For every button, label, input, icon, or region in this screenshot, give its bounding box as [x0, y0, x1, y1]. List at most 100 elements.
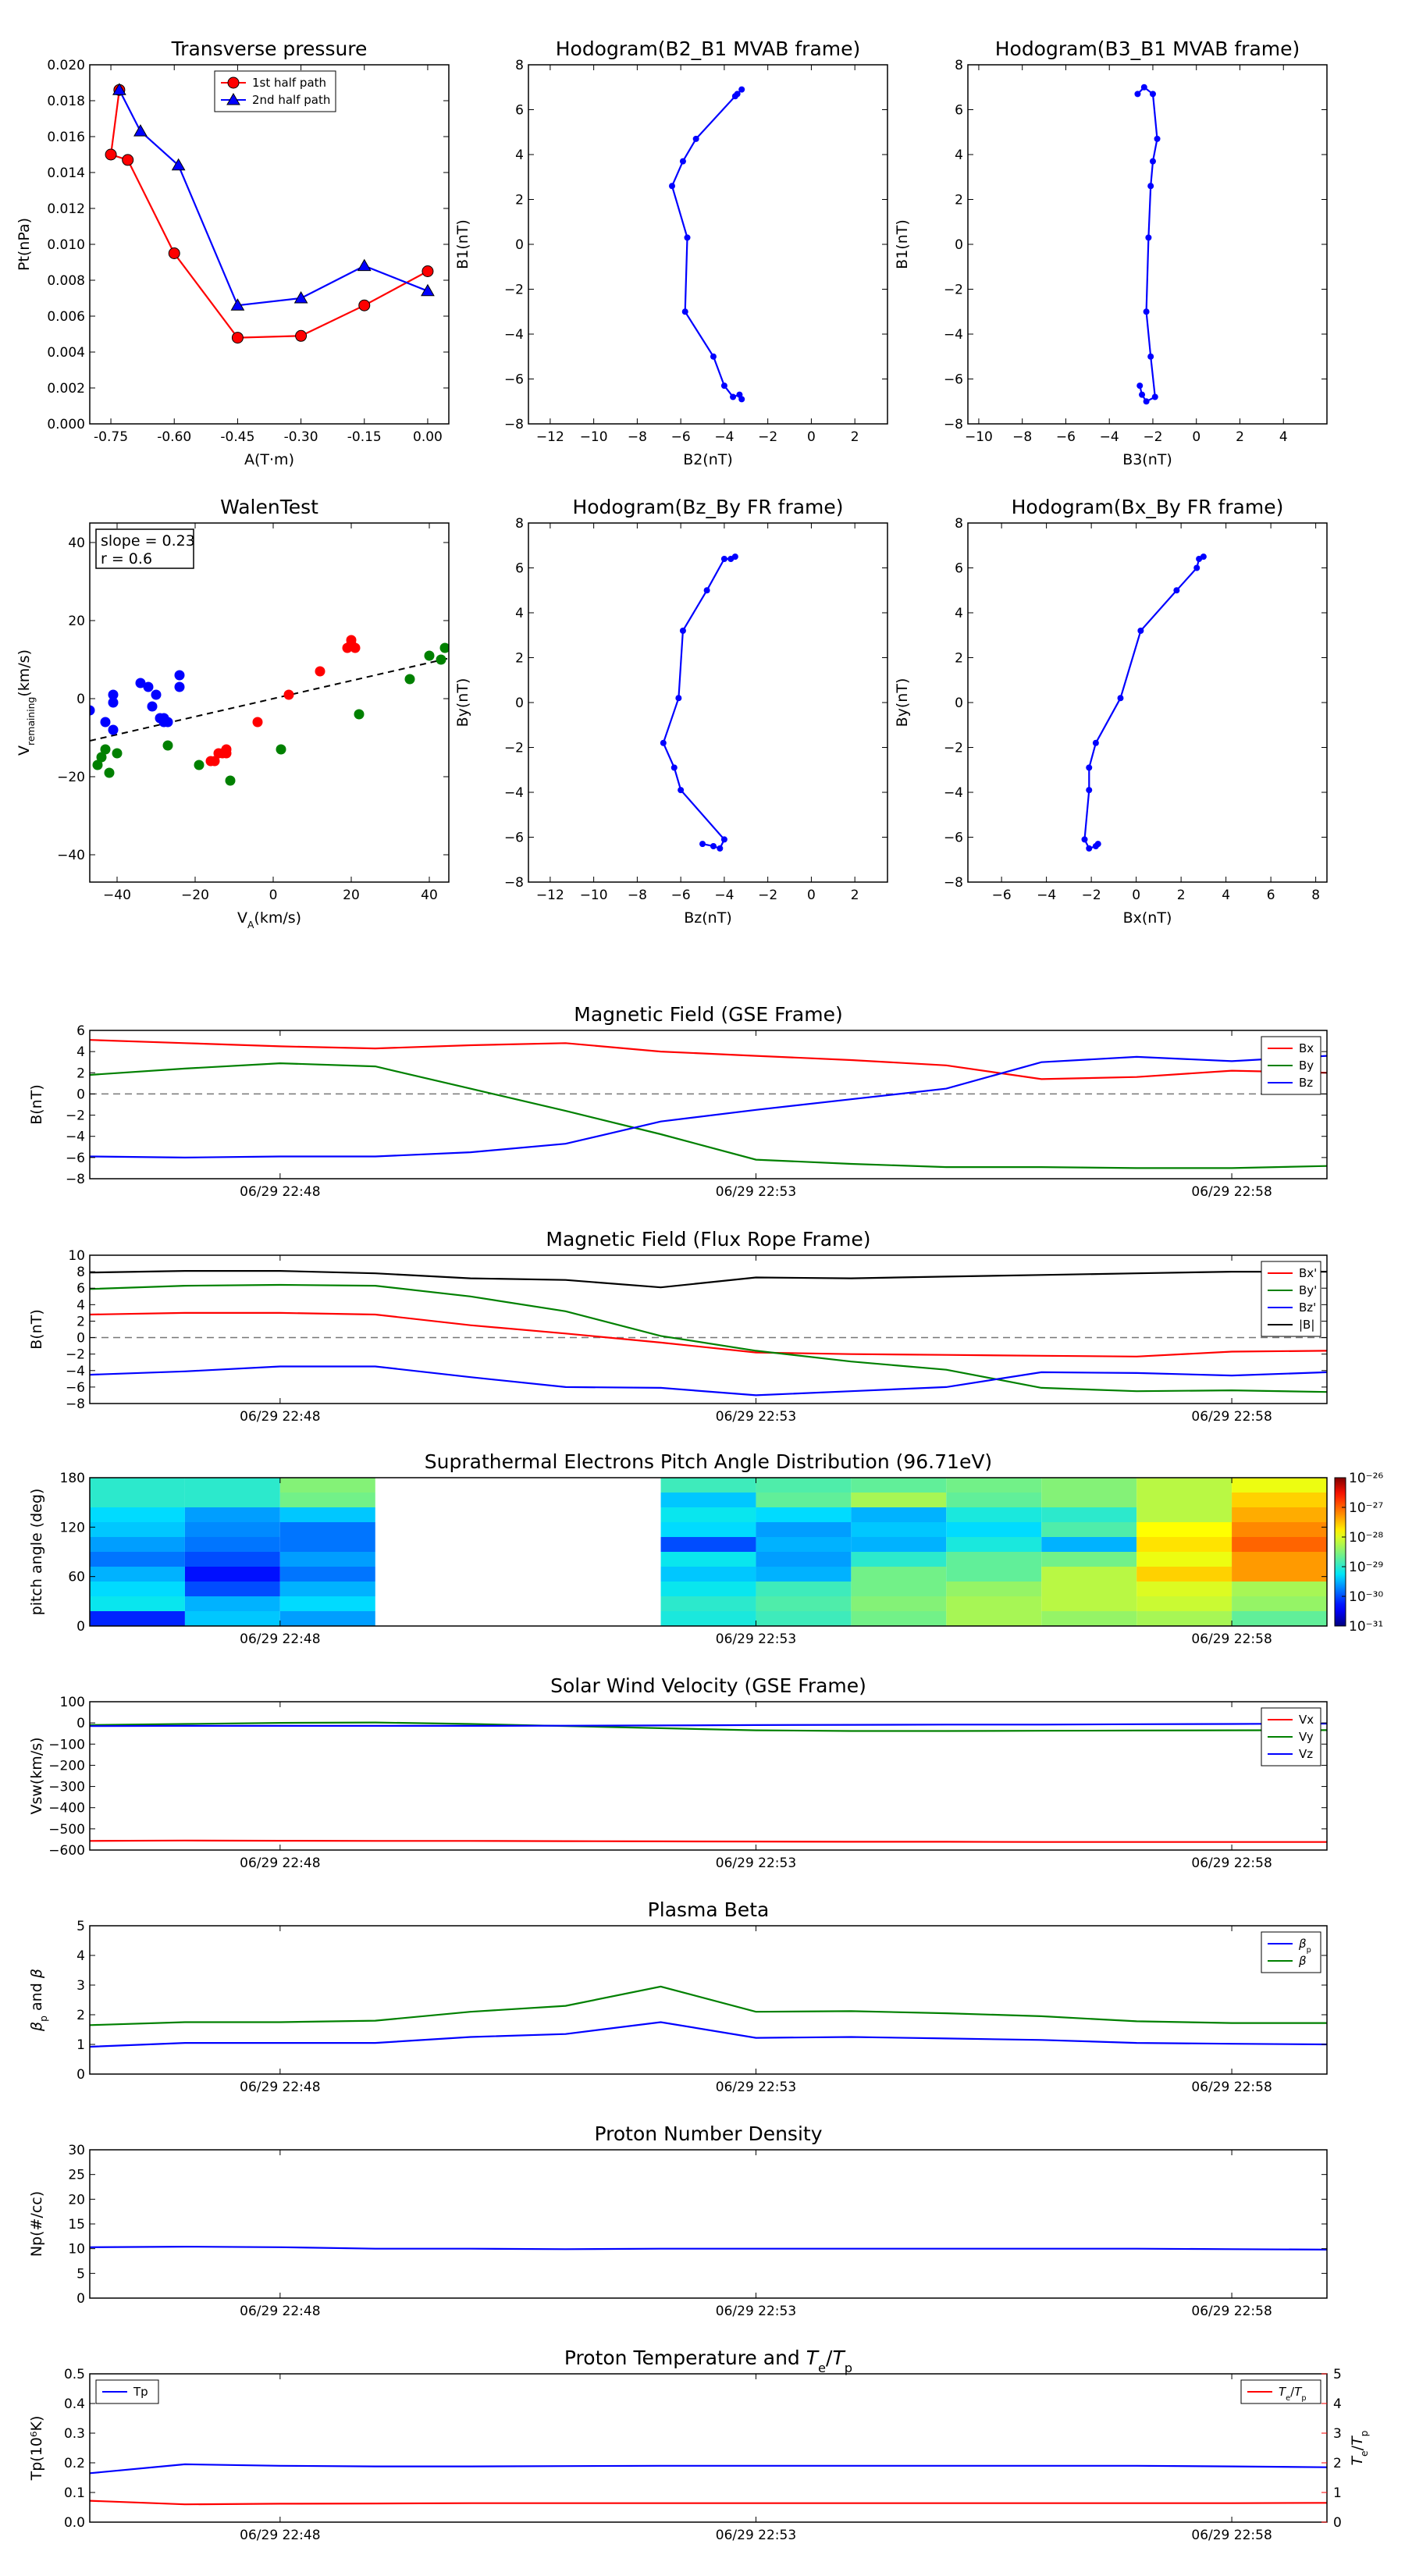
x-axis-label: B3(nT) — [1122, 451, 1172, 468]
y-tick-label: 2 — [515, 193, 524, 208]
y-tick-label: −2 — [944, 741, 963, 756]
heatmap-cell — [279, 1611, 375, 1626]
heatmap-cell — [946, 1537, 1042, 1552]
y-tick-label: −8 — [944, 875, 963, 891]
series-marker-Bx_By — [1081, 836, 1088, 843]
plot-area — [90, 2246, 1327, 2250]
legend-label-1: By — [1299, 1059, 1314, 1073]
heatmap-cell — [279, 1493, 375, 1507]
scatter-point-red — [209, 756, 220, 767]
series-line-Vz — [90, 1722, 1327, 1727]
x-tick-label: 06/29 22:58 — [1191, 1409, 1272, 1425]
x-tick-label: 6 — [1267, 888, 1275, 903]
y-axis-label: βp and β — [28, 1969, 49, 2032]
heatmap-cell — [1041, 1611, 1137, 1626]
heatmap-cell — [946, 1478, 1042, 1493]
chart-title: Hodogram(Bz_By FR frame) — [572, 496, 843, 518]
y-tick-label: 0 — [76, 1087, 85, 1102]
heatmap-cell — [90, 1537, 185, 1552]
heatmap-cell — [1136, 1507, 1232, 1522]
series-marker-Bz_By — [678, 787, 685, 794]
chart-title: Magnetic Field (Flux Rope Frame) — [546, 1228, 870, 1251]
plot-area — [90, 1985, 1327, 2048]
x-tick-label: 06/29 22:48 — [240, 2528, 320, 2543]
x-tick-label: −8 — [628, 429, 647, 445]
series-marker-Bx_By — [1193, 564, 1200, 571]
scatter-point-blue — [135, 678, 146, 688]
series-line-B2_B1 — [670, 88, 743, 400]
x-tick-label: 06/29 22:48 — [240, 1631, 320, 1647]
series-marker-B2_B1 — [679, 158, 686, 165]
heatmap-cell — [1232, 1552, 1327, 1567]
chart-hodo_b2b1: Hodogram(B2_B1 MVAB frame) −12 −10 −8 −6 −4 −2… — [454, 37, 888, 468]
series-line-Bx_By — [1083, 556, 1204, 850]
x-tick-label: 0 — [1132, 888, 1140, 903]
x-axis-label: A(T·m) — [244, 451, 294, 468]
y-tick-label: 0.018 — [47, 94, 85, 109]
y-tick-label: 0.008 — [47, 273, 85, 289]
series-marker-B2_B1 — [669, 183, 675, 190]
series-marker-Bz_By — [679, 628, 686, 634]
x-tick-label: −40 — [103, 888, 131, 903]
series-marker-Bz_By — [710, 843, 717, 849]
y-tick-label: −4 — [944, 327, 963, 343]
y-tick-label: 0.4 — [64, 2396, 85, 2412]
series-line-Tp — [90, 2463, 1327, 2475]
heatmap-cell — [756, 1552, 852, 1567]
heatmap-cell — [184, 1537, 280, 1552]
x-tick-label: −10 — [580, 429, 608, 445]
x-tick-label: 06/29 22:53 — [716, 1184, 796, 1200]
plot-area — [1134, 84, 1161, 405]
y-tick-label: 6 — [76, 1023, 85, 1039]
y-axis-label: Tp(10⁶K) — [28, 2416, 45, 2482]
legend-label-0: βp — [1298, 1937, 1311, 1955]
y-tick-label: 8 — [955, 58, 963, 73]
series-marker-Bz_By — [720, 556, 727, 562]
scatter-point-green — [162, 740, 173, 751]
scatter-point-blue — [108, 724, 119, 735]
y-tick-label: 6 — [955, 561, 963, 577]
y-tick-label: −8 — [504, 417, 524, 432]
heatmap-cell — [1041, 1582, 1137, 1596]
series-marker-Bz_By — [675, 695, 682, 702]
y-tick-label: 0 — [76, 2291, 85, 2307]
y-tick-label: 0.002 — [47, 381, 85, 397]
y-tick-label: 6 — [955, 103, 963, 119]
x-tick-label: 06/29 22:53 — [716, 2304, 796, 2319]
series-line-1st half path — [109, 90, 429, 339]
chart-title: Transverse pressure — [171, 37, 368, 60]
series-marker-B3_B1 — [1134, 91, 1141, 98]
y-tick-label: 15 — [68, 2217, 85, 2233]
y-tick-label: 0.006 — [47, 309, 85, 325]
series-marker-1st half path — [422, 265, 434, 277]
heatmap-cell — [1136, 1493, 1232, 1507]
chart-vsw: Solar Wind Velocity (GSE Frame) 06/29 22:… — [28, 1674, 1328, 1871]
heatmap-cell — [756, 1507, 852, 1522]
chart-hodo_bxby: Hodogram(Bx_By FR frame) −6 −4 −2 0 2 4 6 8 −8 −6 −… — [894, 496, 1328, 927]
y-tick-label: 2 — [955, 193, 963, 208]
series-line-Bz_By — [662, 556, 736, 850]
plot-area — [90, 1478, 1327, 1626]
heatmap-cell — [851, 1611, 947, 1626]
x-tick-label: 06/29 22:48 — [240, 2304, 320, 2319]
series-marker-1st half path — [358, 299, 371, 311]
series-marker-2nd half path — [293, 290, 308, 304]
x-tick-label: 8 — [1311, 888, 1320, 903]
x-tick-label: −12 — [536, 429, 564, 445]
colorbar — [1334, 1477, 1346, 1627]
heatmap-cell — [660, 1507, 756, 1522]
y-tick-label: −2 — [66, 1347, 85, 1363]
chart-hodo_b3b1: Hodogram(B3_B1 MVAB frame)−10 −8 −6 −4 −2 0 2 4… — [894, 37, 1328, 468]
chart-title: WalenTest — [220, 496, 318, 518]
y-tick-label: 6 — [515, 561, 524, 577]
chart-title: Hodogram(B3_B1 MVAB frame) — [995, 37, 1300, 60]
series-marker-B2_B1 — [692, 135, 699, 142]
scatter-point-green — [354, 709, 365, 720]
series-marker-B3_B1 — [1145, 234, 1152, 241]
y-tick-label: 40 — [68, 535, 85, 551]
chart-pt: Transverse pressure -0.75 -0.60 -0.45 -0.30 -… — [16, 37, 450, 468]
y2-axis-label: Te/Tp — [1349, 2430, 1370, 2465]
y-tick-label: 0 — [515, 696, 524, 711]
x-tick-label: 06/29 22:53 — [716, 1631, 796, 1647]
